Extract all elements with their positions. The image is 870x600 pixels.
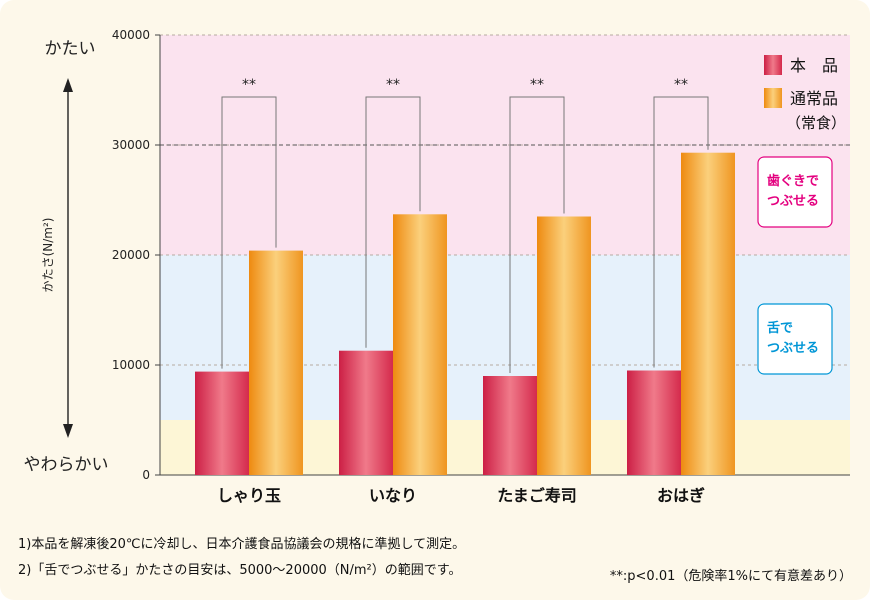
x-tick-label-0: しゃり玉 xyxy=(217,486,281,505)
significance-mark-3: ** xyxy=(674,77,688,93)
zone-label-line2-0: つぶせる xyxy=(767,194,819,209)
x-tick-label-2: たまご寿司 xyxy=(497,486,577,505)
y-bottom-word: やわらかい xyxy=(24,455,109,475)
zone-label-line1-0: 歯ぐきで xyxy=(767,173,819,189)
significance-bracket-3 xyxy=(653,96,709,368)
bar-1-series-0 xyxy=(339,350,393,475)
footnote-1: 2)「舌でつぶせる」かたさの目安は、5000〜20000（N/m²）の範囲です。 xyxy=(18,563,461,578)
bar-0-series-1 xyxy=(249,250,303,475)
y-tick-label-1: 10000 xyxy=(112,358,150,372)
y-tick-label-3: 30000 xyxy=(112,138,150,152)
significance-mark-1: ** xyxy=(386,77,400,93)
legend-swatch-1 xyxy=(764,88,782,108)
legend-label-0: 本 品 xyxy=(790,56,838,75)
bar-2-series-1 xyxy=(537,216,591,475)
significance-mark-2: ** xyxy=(530,77,544,93)
significance-note: **:p<0.01（危険率1%にて有意差あり） xyxy=(610,568,852,584)
legend-swatch-0 xyxy=(764,55,782,75)
footnote-0: 1)本品を解凍後20℃に冷却し、日本介護食品協議会の規格に準拠して測定。 xyxy=(18,536,465,552)
bar-0-series-0 xyxy=(195,371,249,475)
x-tick-label-3: おはぎ xyxy=(657,486,705,505)
significance-bracket-0 xyxy=(221,96,277,369)
bar-1-series-1 xyxy=(393,214,447,476)
bar-3-series-1 xyxy=(681,152,735,475)
zone-label-box-0 xyxy=(757,156,833,228)
significance-bracket-1 xyxy=(365,96,421,348)
y-tick-label-0: 0 xyxy=(142,468,150,482)
legend-label-1: 通常品 xyxy=(790,89,838,108)
x-tick-label-1: いなり xyxy=(369,486,417,505)
zone-label-box-1 xyxy=(757,303,833,375)
y-top-word: かたい xyxy=(45,39,96,59)
bar-3-series-0 xyxy=(627,370,681,475)
zone-label-line2-1: つぶせる xyxy=(767,341,819,356)
y-arrow-head-down xyxy=(63,424,73,438)
zone-label-line1-1: 舌で xyxy=(767,320,793,336)
y-axis-title: かたさ(N/m²) xyxy=(41,218,55,293)
y-arrow-head-up xyxy=(63,78,73,92)
significance-mark-0: ** xyxy=(242,77,256,93)
y-tick-label-2: 20000 xyxy=(112,248,150,262)
bar-2-series-0 xyxy=(483,376,537,475)
legend-sublabel: （常食） xyxy=(786,114,846,132)
significance-bracket-2 xyxy=(509,96,565,373)
y-tick-label-4: 40000 xyxy=(112,28,150,42)
